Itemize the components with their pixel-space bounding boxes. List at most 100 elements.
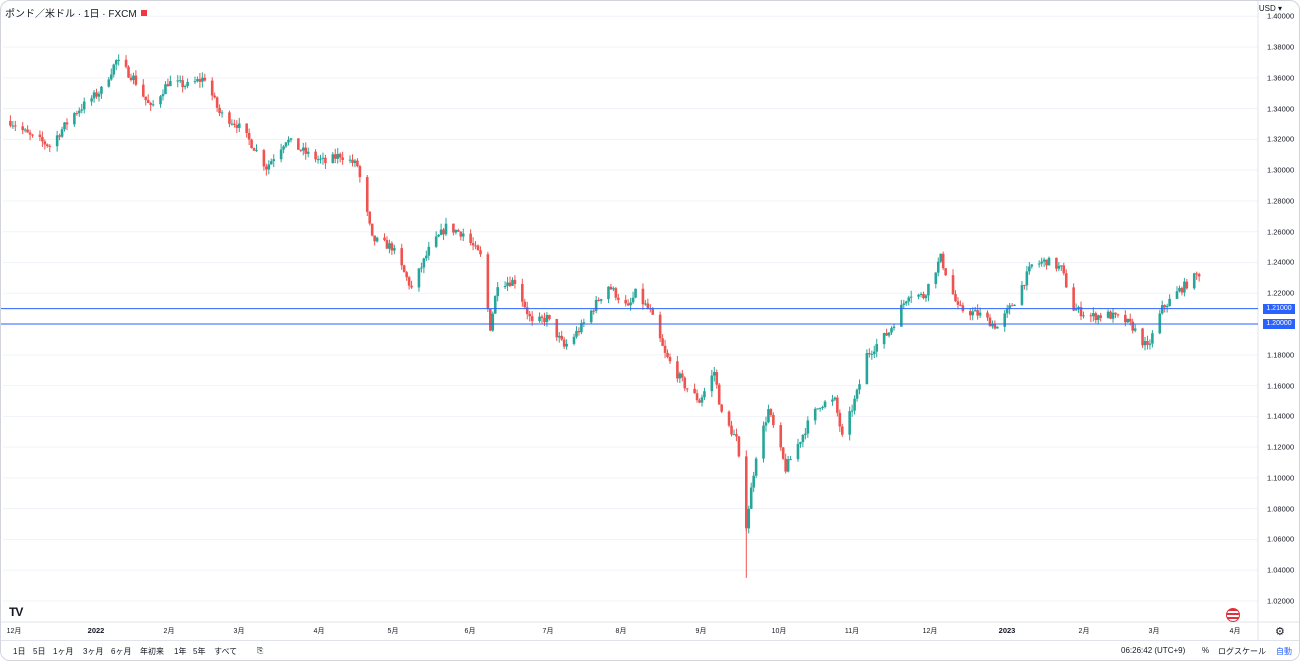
candle-down: [1062, 262, 1066, 276]
candle-body: [92, 92, 96, 99]
candle-body: [28, 132, 32, 135]
candle-body: [735, 434, 738, 437]
candle-body: [577, 330, 581, 333]
candle-body: [754, 458, 758, 476]
candle-down: [486, 251, 490, 313]
range-button-1[interactable]: 5日: [33, 647, 46, 656]
candle-down: [250, 138, 253, 149]
candle-up: [201, 72, 204, 88]
candle-down: [95, 88, 98, 99]
candle-down: [666, 349, 669, 359]
candle-down: [134, 70, 138, 87]
candle-body: [452, 223, 455, 233]
candle-body: [1175, 291, 1179, 299]
candle-body: [149, 102, 152, 105]
candle-down: [624, 295, 627, 307]
candle-up: [92, 89, 96, 103]
candle-down: [781, 446, 785, 460]
candle-body: [503, 286, 507, 288]
range-button-3[interactable]: 3ヶ月: [83, 647, 104, 656]
candle-up: [97, 91, 101, 102]
candle-down: [641, 283, 645, 310]
range-button-7[interactable]: 5年: [193, 647, 206, 656]
candle-body: [1160, 305, 1164, 314]
candle-down: [521, 278, 524, 307]
candle-body: [178, 80, 182, 82]
candle-body: [612, 288, 615, 290]
candle-up: [237, 117, 241, 133]
candle-down: [993, 320, 997, 330]
candle-body: [1055, 257, 1058, 269]
candle-body: [1020, 285, 1024, 305]
price-tick-label: 1.22000: [1267, 288, 1295, 298]
candle-body: [580, 323, 583, 333]
candle-up: [1013, 304, 1016, 307]
candle-down: [1195, 271, 1198, 280]
candle-down: [213, 92, 216, 99]
candle-body: [833, 397, 837, 400]
candle-body: [609, 286, 613, 290]
calendar-range-icon[interactable]: ⎘: [257, 646, 264, 655]
candle-up: [425, 250, 428, 261]
candle-body: [183, 86, 187, 88]
auto-scale-toggle[interactable]: 自動: [1276, 647, 1292, 656]
log-scale-toggle[interactable]: ログスケール: [1218, 647, 1266, 656]
candle-body: [582, 322, 586, 324]
candle-down: [457, 228, 460, 233]
range-button-0[interactable]: 1日: [13, 647, 26, 656]
candle-body: [634, 288, 637, 298]
range-button-6[interactable]: 1年: [174, 647, 187, 656]
price-tick-label: 1.10000: [1267, 473, 1295, 483]
candle-body: [117, 59, 120, 61]
candle-up: [255, 144, 258, 152]
candle-up: [907, 295, 911, 306]
candle-down: [944, 268, 947, 277]
candle-down: [410, 280, 413, 289]
symbol-title[interactable]: ポンド／米ドル · 1日 · FXCM: [5, 5, 147, 20]
range-button-4[interactable]: 6ヶ月: [111, 647, 132, 656]
candle-up: [169, 75, 172, 87]
candle-body: [375, 237, 379, 242]
candle-body: [1023, 285, 1026, 287]
range-button-5[interactable]: 年初来: [140, 647, 164, 656]
candle-body: [762, 425, 765, 459]
candle-body: [565, 343, 568, 347]
candle-body: [1040, 261, 1043, 264]
candle-up: [77, 107, 81, 117]
candle-up: [821, 405, 824, 411]
candle-up: [1143, 336, 1147, 351]
candle-body: [767, 409, 770, 423]
candle-body: [1030, 264, 1034, 267]
percent-toggle[interactable]: %: [1202, 646, 1210, 655]
candle-down: [525, 301, 529, 320]
candle-body: [575, 330, 578, 337]
candle-body: [1077, 307, 1080, 310]
candle-up: [60, 126, 64, 138]
candle-body: [1165, 305, 1169, 308]
candle-up: [301, 142, 305, 156]
candle-body: [781, 447, 785, 459]
tradingview-logo[interactable]: TV: [9, 605, 23, 619]
candle-body: [991, 323, 994, 327]
range-button-2[interactable]: 1ヶ月: [53, 647, 74, 656]
candle-body: [218, 107, 221, 114]
candle-up: [786, 455, 790, 473]
candle-body: [134, 75, 138, 85]
candle-down: [75, 110, 79, 116]
currency-selector[interactable]: USD ▾: [1258, 4, 1282, 13]
range-button-8[interactable]: すべて: [214, 647, 238, 656]
gear-icon[interactable]: ⚙: [1275, 626, 1285, 638]
candle-down: [658, 311, 662, 343]
candle-down: [626, 299, 630, 307]
candle-up: [100, 85, 103, 99]
candle-down: [1185, 279, 1189, 290]
candle-body: [907, 297, 911, 302]
candle-up: [850, 404, 854, 417]
price-tick-label: 1.34000: [1267, 104, 1295, 114]
candle-up: [1020, 280, 1024, 307]
candle-body: [1111, 312, 1115, 319]
candle-body: [700, 397, 704, 403]
candle-body: [250, 139, 253, 149]
